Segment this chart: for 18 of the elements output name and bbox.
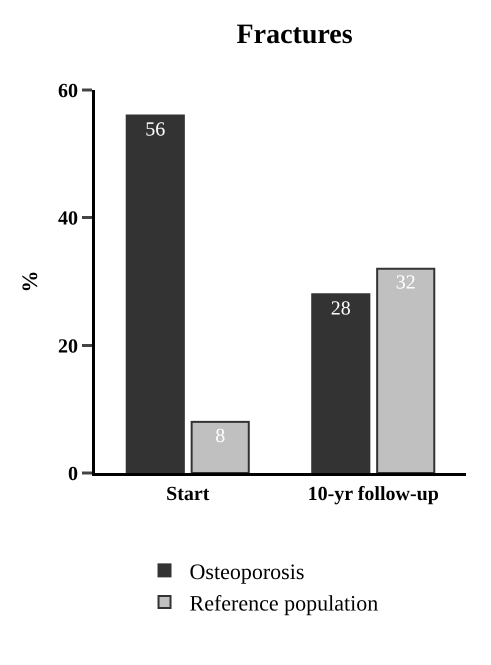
y-tick-label: 0 bbox=[68, 463, 78, 485]
chart-title: Fractures bbox=[236, 18, 353, 50]
data-label: 28 bbox=[330, 297, 351, 320]
y-tick-label: 60 bbox=[58, 80, 78, 102]
bar bbox=[311, 293, 370, 473]
y-axis-title: % bbox=[16, 270, 42, 292]
x-tick-label: Start bbox=[166, 483, 210, 505]
y-tick-label: 20 bbox=[58, 335, 78, 358]
legend-label: Reference population bbox=[190, 590, 378, 616]
legend-label: Osteoporosis bbox=[190, 558, 304, 584]
bar bbox=[376, 268, 436, 473]
data-label: 8 bbox=[215, 424, 226, 447]
bar bbox=[190, 420, 250, 473]
data-label: 32 bbox=[396, 272, 416, 294]
bar bbox=[126, 114, 185, 473]
data-label: 56 bbox=[145, 118, 166, 141]
x-tick-label: 10-yr follow-up bbox=[308, 483, 439, 505]
y-tick-label: 40 bbox=[58, 208, 78, 230]
